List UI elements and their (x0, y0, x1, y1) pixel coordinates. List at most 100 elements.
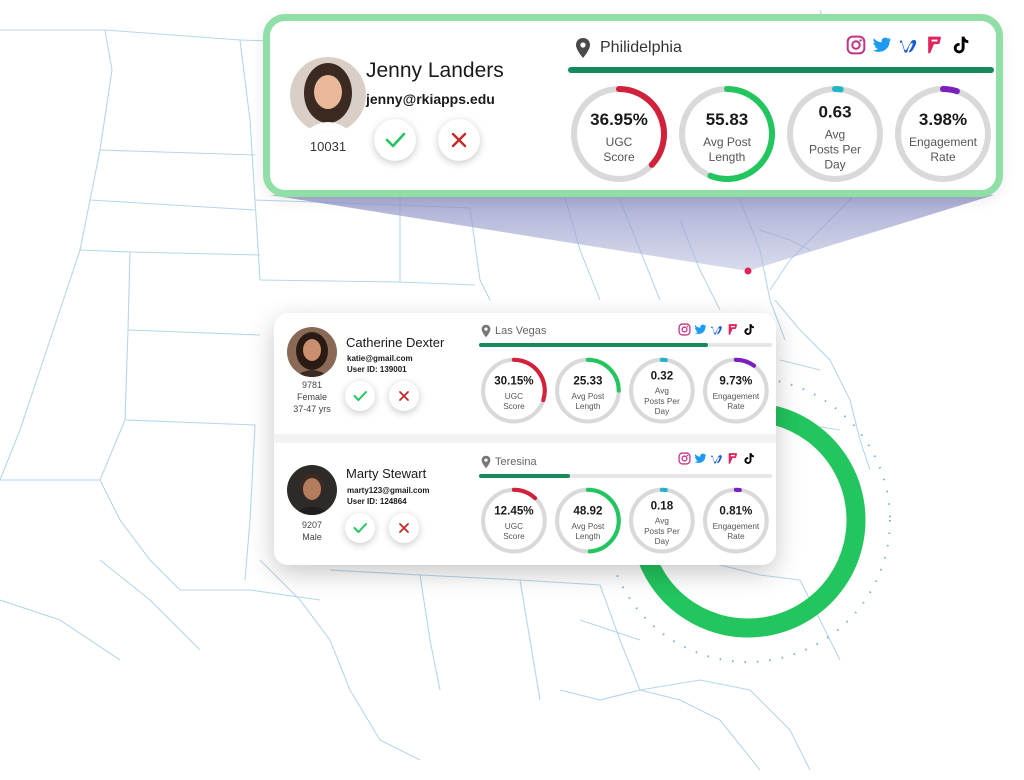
location-label: Las Vegas (495, 325, 547, 337)
location-progress-fill (479, 343, 708, 347)
vimeo-icon[interactable] (898, 35, 918, 55)
ring-progress-arc (511, 487, 538, 501)
metric-label: Avg (655, 387, 669, 396)
reject-button[interactable] (438, 119, 480, 161)
user-email: marty123@gmail.com (347, 486, 430, 495)
check-icon (353, 523, 367, 533)
metric-label: Avg Post (572, 392, 605, 401)
user-id: User ID: 139001 (347, 365, 407, 374)
instagram-icon[interactable] (678, 323, 691, 336)
metric-value: 0.18 (651, 499, 674, 512)
metric-label: Posts Per (644, 397, 680, 406)
instagram-icon[interactable] (846, 35, 866, 55)
location-progress-bar (479, 474, 772, 478)
user-name: Catherine Dexter (346, 335, 445, 350)
accept-button[interactable] (345, 513, 375, 543)
metric-value: 9.73% (719, 374, 753, 387)
metric-value: 30.15% (494, 374, 534, 387)
featured-user-card: 10031 Jenny Landers jenny@rkiapps.edu Ph… (263, 14, 1003, 197)
social-links (678, 323, 755, 336)
user-number: 10031 (309, 139, 347, 154)
user-age-range: 37-47 yrs (293, 404, 331, 414)
location-progress-bar (479, 343, 772, 347)
user-name: Jenny Landers (366, 59, 504, 82)
check-icon (385, 132, 406, 148)
accept-button[interactable] (374, 119, 416, 161)
user-list-panel: 9781 Female 37-47 yrs Catherine Dexter k… (274, 313, 776, 565)
ring-track (702, 357, 769, 424)
twitter-icon[interactable] (872, 35, 892, 55)
vimeo-icon[interactable] (710, 323, 723, 336)
reject-button[interactable] (389, 513, 419, 543)
metric-label: Posts Per (809, 142, 861, 156)
dotted-orbit (605, 377, 891, 663)
user-number: 9207 (301, 520, 323, 530)
metric-value: 48.92 (573, 504, 602, 517)
instagram-icon[interactable] (678, 452, 691, 465)
reject-button[interactable] (389, 381, 419, 411)
user-name: Marty Stewart (346, 466, 427, 481)
user-gender: Male (302, 532, 322, 542)
foursquare-icon[interactable] (924, 35, 944, 55)
metric-label: UGC (606, 135, 633, 149)
metric-label: Engagement (713, 392, 760, 401)
metric-label: Length (575, 532, 601, 541)
location-progress-bar (568, 67, 994, 73)
location-pin-icon (576, 38, 590, 58)
avatar (287, 327, 337, 377)
metric-label: Length (709, 150, 746, 164)
metric-value: 25.33 (573, 374, 603, 387)
location-pin-dot (744, 267, 752, 275)
tiktok-icon[interactable] (742, 452, 755, 465)
ring-progress-arc (585, 357, 621, 393)
metric-label: Score (503, 402, 525, 411)
ring-progress-arc (616, 86, 667, 168)
avatar (290, 57, 366, 133)
ring-progress-arc (585, 487, 621, 554)
metric-label: Day (655, 407, 671, 416)
user-email: jenny@rkiapps.edu (366, 91, 495, 107)
large-green-ring (630, 406, 866, 638)
ring-progress-arc (511, 357, 547, 403)
location-pin-icon (481, 455, 491, 469)
metric-value: 12.45% (494, 504, 534, 517)
user-row-marty-stewart: 9207 Male Marty Stewart marty123@gmail.c… (274, 443, 776, 565)
twitter-icon[interactable] (694, 323, 707, 336)
location-progress-fill (479, 474, 570, 478)
user-row-catherine-dexter: 9781 Female 37-47 yrs Catherine Dexter k… (274, 313, 776, 435)
location-label: Teresina (495, 456, 537, 468)
vimeo-icon[interactable] (710, 452, 723, 465)
metric-label: Score (603, 150, 635, 164)
metric-label: Length (575, 402, 601, 411)
user-gender: Female (296, 392, 327, 402)
metric-label: Rate (727, 402, 745, 411)
ring-progress-arc (707, 86, 775, 182)
metric-value: 55.83 (706, 110, 749, 129)
metric-value: 3.98% (919, 110, 967, 129)
accept-button[interactable] (345, 381, 375, 411)
foursquare-icon[interactable] (726, 452, 739, 465)
tiktok-icon[interactable] (742, 323, 755, 336)
user-id: User ID: 124864 (347, 497, 407, 506)
location-label: Philidelphia (600, 39, 682, 56)
close-icon (399, 523, 409, 533)
metric-label: Day (824, 157, 845, 171)
close-icon (451, 132, 467, 148)
location-progress-fill (568, 67, 994, 73)
foursquare-icon[interactable] (726, 323, 739, 336)
twitter-icon[interactable] (694, 452, 707, 465)
tiktok-icon[interactable] (950, 35, 970, 55)
check-icon (353, 391, 367, 401)
metric-label: Engagement (909, 135, 978, 149)
